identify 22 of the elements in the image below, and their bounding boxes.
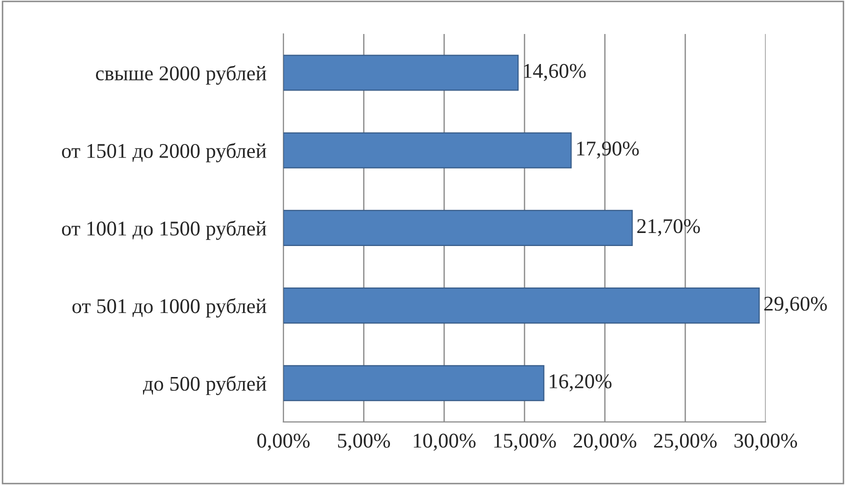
x-tick-label: 15,00% [494, 434, 556, 451]
x-tick-label: 5,00% [338, 434, 390, 451]
y-tick-label: от 501 до 1000 рублей [72, 298, 266, 318]
data-label: 16,20% [550, 374, 612, 392]
bar [283, 365, 544, 402]
data-label: 14,60% [524, 64, 586, 81]
y-tick-label: свыше 2000 рублей [96, 65, 266, 85]
x-tick-label: 10,00% [414, 434, 476, 451]
data-label: 29,60% [764, 296, 827, 314]
data-label: 21,70% [637, 219, 700, 236]
y-tick-label: до 500 рублей [142, 376, 266, 396]
x-tick-label: 20,00% [574, 434, 636, 451]
data-label: 17,90% [577, 142, 639, 159]
x-tick-label: 25,00% [654, 434, 717, 451]
bar [283, 54, 519, 91]
y-tick-label: от 1001 до 1500 рублей [62, 220, 266, 240]
x-tick-label: 30,00% [734, 434, 798, 451]
bar [283, 210, 633, 246]
x-tick-label: 0,00% [257, 434, 310, 451]
bar [283, 288, 760, 324]
y-tick-label: от 1501 до 2000 рублей [62, 142, 266, 162]
bar [283, 132, 572, 168]
